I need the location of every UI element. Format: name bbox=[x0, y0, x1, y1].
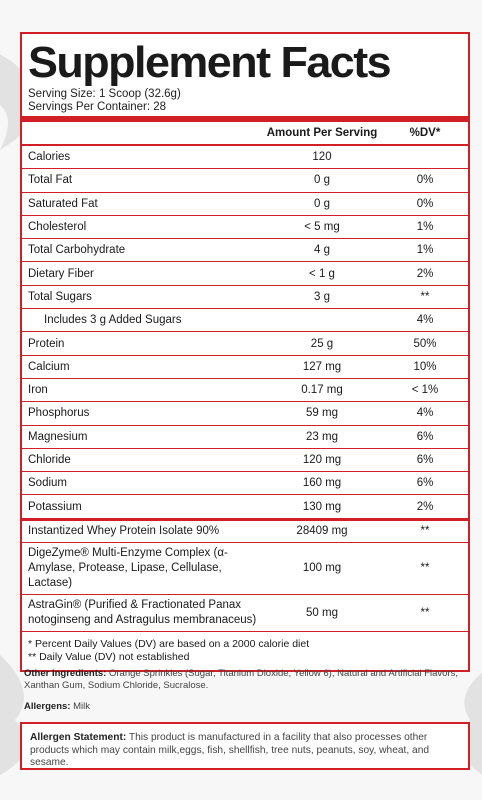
facts-header: Supplement Facts Serving Size: 1 Scoop (… bbox=[22, 34, 468, 122]
row-amount: 130 mg bbox=[302, 500, 342, 513]
dv-header: %DV* bbox=[409, 127, 441, 139]
row-amount: 0 g bbox=[314, 197, 330, 210]
facts-title: Supplement Facts bbox=[28, 38, 392, 87]
nutrient-row: Includes 3 g Added Sugars 4% bbox=[22, 309, 468, 333]
row-name: Protein bbox=[28, 337, 65, 350]
row-name: Includes 3 g Added Sugars bbox=[44, 314, 182, 327]
row-dv: 10% bbox=[413, 360, 437, 373]
nutrient-row: Total Fat 0 g 0% bbox=[22, 169, 468, 193]
servings-per-container: Servings Per Container: 28 bbox=[28, 101, 167, 113]
row-amount: 25 g bbox=[310, 337, 334, 350]
ingredient-table: Instantized Whey Protein Isolate 90% 2840… bbox=[22, 521, 468, 632]
row-name: Magnesium bbox=[28, 430, 88, 443]
nutrient-table: Calories 120 Total Fat 0 g 0% Saturated Fat 0 … bbox=[22, 146, 468, 521]
allergens-text: Milk bbox=[73, 701, 90, 712]
row-name: Calories bbox=[28, 151, 71, 164]
ingredient-row: DigeZyme® Multi-Enzyme Complex (α-Amylas… bbox=[22, 543, 468, 595]
amount-header: Amount Per Serving bbox=[266, 127, 378, 139]
row-dv: 6% bbox=[416, 430, 434, 443]
footnote-dv: * Percent Daily Values (DV) are based on… bbox=[28, 637, 310, 650]
row-dv: 50% bbox=[413, 337, 437, 350]
row-name: Instantized Whey Protein Isolate 90% bbox=[28, 524, 220, 537]
other-ingredients: Other Ingredients: Orange Sprinkles (Sug… bbox=[24, 668, 464, 692]
allergens-label: Allergens: bbox=[24, 701, 71, 712]
row-dv: ** bbox=[420, 606, 430, 619]
allergen-statement-label: Allergen Statement: bbox=[30, 732, 127, 743]
row-dv: 4% bbox=[416, 407, 434, 420]
nutrient-row: Sodium 160 mg 6% bbox=[22, 472, 468, 496]
ingredient-row: Instantized Whey Protein Isolate 90% 2840… bbox=[22, 521, 468, 543]
nutrient-row: Dietary Fiber < 1 g 2% bbox=[22, 262, 468, 286]
row-dv: < 1% bbox=[411, 384, 439, 397]
row-amount: 0 g bbox=[314, 174, 330, 187]
allergen-statement-text: This product is manufactured in a facili… bbox=[30, 732, 430, 768]
row-dv: ** bbox=[420, 290, 430, 303]
row-amount: 120 bbox=[312, 151, 332, 164]
nutrient-row: Iron 0.17 mg < 1% bbox=[22, 379, 468, 403]
row-dv: 1% bbox=[416, 221, 434, 234]
row-dv: 0% bbox=[416, 174, 434, 187]
allergen-statement-box: Allergen Statement: This product is manu… bbox=[20, 722, 470, 770]
serving-size: Serving Size: 1 Scoop (32.6g) bbox=[28, 88, 181, 100]
row-amount: 23 mg bbox=[306, 430, 338, 443]
row-dv: 6% bbox=[416, 477, 434, 490]
row-amount: < 5 mg bbox=[304, 221, 340, 234]
nutrient-row: Total Sugars 3 g ** bbox=[22, 286, 468, 310]
nutrient-row: Magnesium 23 mg 6% bbox=[22, 426, 468, 449]
row-name: Cholesterol bbox=[28, 221, 87, 234]
row-amount: 4 g bbox=[314, 244, 330, 257]
row-dv: ** bbox=[420, 562, 430, 575]
row-name: Phosphorus bbox=[28, 407, 90, 420]
row-name: Total Fat bbox=[28, 174, 73, 187]
row-amount: 100 mg bbox=[302, 562, 342, 575]
footnotes: * Percent Daily Values (DV) are based on… bbox=[22, 632, 468, 670]
row-dv: 4% bbox=[416, 314, 434, 327]
nutrient-row: Saturated Fat 0 g 0% bbox=[22, 193, 468, 216]
row-name: Dietary Fiber bbox=[28, 267, 94, 280]
other-ingredients-text: Orange Sprinkles (Sugar, Titanium Dioxid… bbox=[24, 668, 459, 691]
row-amount: 0.17 mg bbox=[301, 384, 343, 397]
footnote-not-established: ** Daily Value (DV) not established bbox=[28, 650, 190, 663]
row-name: Chloride bbox=[28, 454, 71, 466]
nutrient-row: Chloride 120 mg 6% bbox=[22, 449, 468, 473]
nutrient-row: Calories 120 bbox=[22, 146, 468, 170]
nutrient-row: Calcium 127 mg 10% bbox=[22, 356, 468, 379]
row-name: AstraGin® (Purified & Fractionated Panax… bbox=[28, 598, 257, 626]
row-dv: 2% bbox=[416, 267, 434, 280]
row-name: Saturated Fat bbox=[28, 197, 98, 210]
row-amount: < 1 g bbox=[309, 267, 335, 280]
nutrient-row: Total Carbohydrate 4 g 1% bbox=[22, 239, 468, 263]
row-amount: 3 g bbox=[314, 290, 330, 303]
row-dv: 2% bbox=[416, 500, 434, 513]
ingredient-row: AstraGin® (Purified & Fractionated Panax… bbox=[22, 595, 468, 632]
nutrient-row: Protein 25 g 50% bbox=[22, 332, 468, 356]
row-amount: 160 mg bbox=[302, 477, 342, 490]
nutrient-row: Cholesterol < 5 mg 1% bbox=[22, 216, 468, 240]
row-name: Potassium bbox=[28, 500, 82, 513]
row-dv: 6% bbox=[416, 454, 434, 466]
row-amount: 120 mg bbox=[302, 454, 342, 466]
column-headers: Amount Per Serving %DV* bbox=[22, 122, 468, 146]
allergens: Allergens: Milk bbox=[24, 701, 90, 712]
row-amount: 50 mg bbox=[306, 606, 338, 619]
row-name: Total Sugars bbox=[28, 290, 92, 303]
row-amount: 28409 mg bbox=[296, 525, 348, 538]
row-dv: ** bbox=[420, 525, 430, 538]
row-name: Sodium bbox=[28, 477, 67, 490]
row-dv: 1% bbox=[416, 244, 434, 257]
row-dv: 0% bbox=[416, 197, 434, 210]
row-name: Iron bbox=[28, 384, 48, 397]
row-name: DigeZyme® Multi-Enzyme Complex (α-Amylas… bbox=[28, 546, 228, 589]
nutrient-row: Phosphorus 59 mg 4% bbox=[22, 402, 468, 426]
supplement-facts-panel: Supplement Facts Serving Size: 1 Scoop (… bbox=[20, 32, 470, 672]
nutrient-row: Potassium 130 mg 2% bbox=[22, 495, 468, 521]
row-name: Total Carbohydrate bbox=[28, 244, 126, 257]
row-amount: 59 mg bbox=[306, 407, 338, 420]
row-amount: 127 mg bbox=[302, 360, 342, 373]
other-ingredients-label: Other Ingredients: bbox=[24, 668, 107, 679]
row-name: Calcium bbox=[28, 360, 70, 373]
